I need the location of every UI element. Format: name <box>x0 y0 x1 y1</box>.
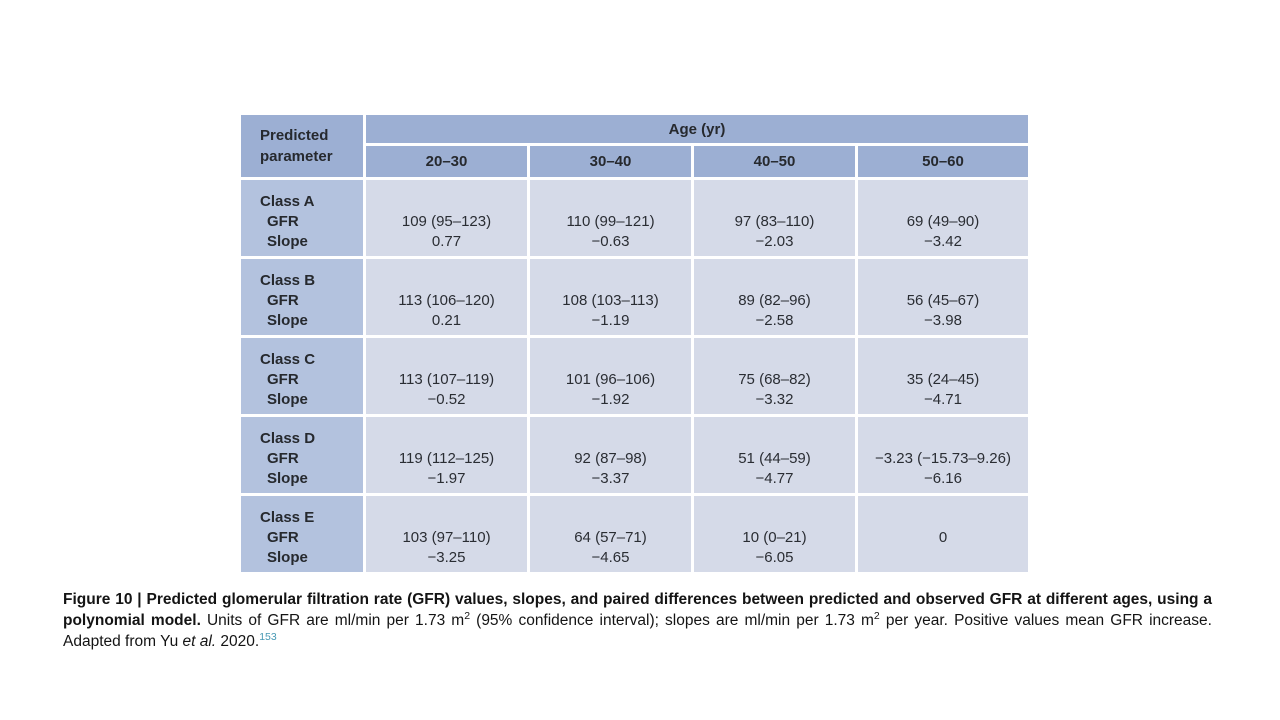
slope-label: Slope <box>267 391 308 408</box>
slope-label: Slope <box>267 233 308 250</box>
gfr-value: 113 (106–120) <box>398 292 495 309</box>
gfr-label: GFR <box>267 371 299 388</box>
gfr-value: 51 (44–59) <box>738 450 811 467</box>
age-group-header: Age (yr) <box>366 115 1028 143</box>
reference-citation-link[interactable]: 153 <box>259 630 277 643</box>
caption-et-al: et al. <box>182 632 217 650</box>
slope-value: −4.65 <box>591 549 630 566</box>
caption-body-3: per year. Positive values mean GFR incre… <box>63 611 1212 650</box>
gfr-table: Predicted parameter Age (yr) 20–30 30–40… <box>241 115 1028 572</box>
row-header-class-e: Class E GFR Slope <box>241 496 363 572</box>
caption-body-1: Units of GFR are ml/min per 1.73 m <box>200 611 465 629</box>
figure-caption: Figure 10 | Predicted glomerular filtrat… <box>63 590 1212 652</box>
slope-value: −2.03 <box>755 233 794 250</box>
caption-title: Figure 10 | Predicted glomerular filtrat… <box>63 591 1212 629</box>
class-label: Class D <box>260 430 316 447</box>
age-column-40-50: 40–50 <box>694 146 855 177</box>
cell-class-a-40-50: 97 (83–110) −2.03 <box>694 180 855 256</box>
cell-class-d-40-50: 51 (44–59) −4.77 <box>694 417 855 493</box>
gfr-value: 35 (24–45) <box>906 371 980 388</box>
gfr-value: 109 (95–123) <box>401 213 492 230</box>
slope-value: −0.63 <box>591 233 630 250</box>
slope-value: −0.52 <box>427 391 466 408</box>
cell-class-a-50-60: 69 (49–90) −3.42 <box>858 180 1028 256</box>
gfr-value: −3.23 (−15.73–9.26) <box>875 450 1011 467</box>
gfr-label: GFR <box>267 292 299 309</box>
cell-class-b-20-30: 113 (106–120) 0.21 <box>366 259 527 335</box>
slope-value: −4.77 <box>755 470 794 487</box>
gfr-value: 119 (112–125) <box>398 450 495 467</box>
cell-class-d-20-30: 119 (112–125) −1.97 <box>366 417 527 493</box>
row-header-class-a: Class A GFR Slope <box>241 180 363 256</box>
slope-value: −2.58 <box>755 312 794 329</box>
gfr-label: GFR <box>267 213 299 230</box>
gfr-value: 110 (99–121) <box>566 213 655 230</box>
cell-class-c-30-40: 101 (96–106) −1.92 <box>530 338 691 414</box>
age-column-20-30: 20–30 <box>366 146 527 177</box>
class-label: Class E <box>260 509 315 526</box>
cell-class-b-40-50: 89 (82–96) −2.58 <box>694 259 855 335</box>
cell-class-a-20-30: 109 (95–123) 0.77 <box>366 180 527 256</box>
row-header-class-c: Class C GFR Slope <box>241 338 363 414</box>
gfr-value: 92 (87–98) <box>574 450 647 467</box>
class-label: Class A <box>260 193 315 210</box>
slope-label: Slope <box>267 470 308 487</box>
slope-value: −1.97 <box>427 470 466 487</box>
row-header-class-b: Class B GFR Slope <box>241 259 363 335</box>
slope-value: −3.42 <box>924 233 962 250</box>
slope-value: −3.37 <box>591 470 630 487</box>
slope-value: −6.16 <box>924 470 962 487</box>
gfr-label: GFR <box>267 450 299 467</box>
superscript-squared: 2 <box>464 609 471 622</box>
cell-class-c-20-30: 113 (107–119) −0.52 <box>366 338 527 414</box>
gfr-value: 101 (96–106) <box>565 371 656 388</box>
gfr-value: 10 (0–21) <box>742 529 807 546</box>
cell-class-e-30-40: 64 (57–71) −4.65 <box>530 496 691 572</box>
gfr-value: 113 (107–119) <box>398 371 495 388</box>
slope-value: −3.98 <box>924 312 962 329</box>
slope-label: Slope <box>267 312 308 329</box>
cell-class-c-50-60: 35 (24–45) −4.71 <box>858 338 1028 414</box>
gfr-value: 64 (57–71) <box>574 529 647 546</box>
gfr-value: 75 (68–82) <box>738 371 811 388</box>
caption-body-4: 2020. <box>216 632 260 650</box>
slope-value: −1.92 <box>591 391 630 408</box>
gfr-value: 0 <box>938 529 948 546</box>
cell-class-d-30-40: 92 (87–98) −3.37 <box>530 417 691 493</box>
cell-class-e-20-30: 103 (97–110) −3.25 <box>366 496 527 572</box>
cell-class-e-50-60: 0 <box>858 496 1028 572</box>
gfr-label: GFR <box>267 529 299 546</box>
slope-value: −4.71 <box>924 391 962 408</box>
superscript-squared: 2 <box>873 609 880 622</box>
corner-header-predicted-parameter: Predicted parameter <box>241 115 363 177</box>
class-label: Class C <box>260 351 316 368</box>
slope-value: 0.21 <box>431 312 462 329</box>
gfr-value: 103 (97–110) <box>402 529 491 546</box>
cell-class-b-50-60: 56 (45–67) −3.98 <box>858 259 1028 335</box>
age-column-50-60: 50–60 <box>858 146 1028 177</box>
row-header-class-d: Class D GFR Slope <box>241 417 363 493</box>
cell-class-e-40-50: 10 (0–21) −6.05 <box>694 496 855 572</box>
gfr-value: 89 (82–96) <box>738 292 811 309</box>
gfr-value: 97 (83–110) <box>734 213 815 230</box>
class-label: Class B <box>260 272 316 289</box>
slope-value: 0.77 <box>431 233 462 250</box>
gfr-value: 108 (103–113) <box>562 292 659 309</box>
cell-class-a-30-40: 110 (99–121) −0.63 <box>530 180 691 256</box>
slope-value: −3.25 <box>427 549 466 566</box>
age-column-30-40: 30–40 <box>530 146 691 177</box>
cell-class-c-40-50: 75 (68–82) −3.32 <box>694 338 855 414</box>
cell-class-b-30-40: 108 (103–113) −1.19 <box>530 259 691 335</box>
cell-class-d-50-60: −3.23 (−15.73–9.26) −6.16 <box>858 417 1028 493</box>
slope-value: −1.19 <box>591 312 630 329</box>
caption-body-2: (95% confidence interval); slopes are ml… <box>470 611 874 629</box>
slope-value: −6.05 <box>755 549 794 566</box>
slope-label: Slope <box>267 549 308 566</box>
slope-value: −3.32 <box>755 391 794 408</box>
gfr-value: 56 (45–67) <box>906 292 980 309</box>
gfr-value: 69 (49–90) <box>906 213 980 230</box>
